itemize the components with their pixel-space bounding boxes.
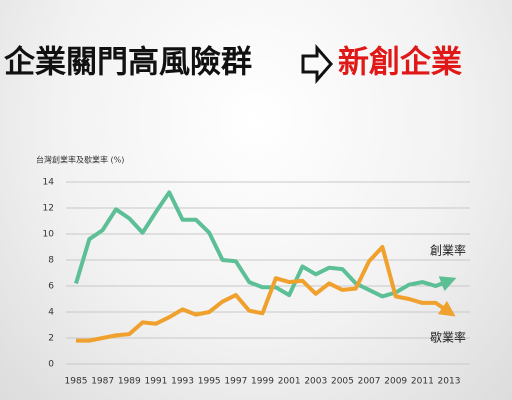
x-tick-label: 1991 xyxy=(144,377,167,387)
x-tick-label: 1995 xyxy=(198,377,221,387)
x-tick-label: 2007 xyxy=(358,377,381,387)
y-axis-label: 台灣創業率及歇業率 (%) xyxy=(36,155,124,165)
x-tick-label: 2005 xyxy=(331,377,354,387)
x-tick-label: 2009 xyxy=(384,377,407,387)
x-tick-label: 2003 xyxy=(304,377,327,387)
series-line xyxy=(76,245,456,343)
series-label: 歇業率 xyxy=(430,330,466,345)
x-tick-label: 1989 xyxy=(118,377,141,387)
y-tick-label: 6 xyxy=(48,282,54,292)
y-tick-label: 0 xyxy=(48,360,54,370)
series-line xyxy=(74,190,457,299)
y-tick-label: 10 xyxy=(43,230,55,240)
y-tick-label: 4 xyxy=(48,308,54,318)
y-tick-label: 14 xyxy=(43,178,55,188)
x-tick-label: 1993 xyxy=(171,377,194,387)
title-left: 企業關門高風險群 xyxy=(4,45,252,81)
x-tick-label: 2011 xyxy=(411,377,434,387)
y-tick-label: 2 xyxy=(48,334,54,344)
series-label: 創業率 xyxy=(430,242,466,257)
x-tick-label: 1997 xyxy=(224,377,247,387)
x-tick-label: 1999 xyxy=(251,377,274,387)
x-tick-label: 2001 xyxy=(278,377,301,387)
x-tick-label: 1987 xyxy=(91,377,114,387)
arrow-icon xyxy=(301,44,333,84)
x-tick-label: 1985 xyxy=(65,377,88,387)
y-tick-label: 12 xyxy=(43,204,54,214)
title-right: 新創企業 xyxy=(338,45,462,81)
y-tick-label: 8 xyxy=(48,256,54,266)
x-tick-label: 2013 xyxy=(438,377,461,387)
